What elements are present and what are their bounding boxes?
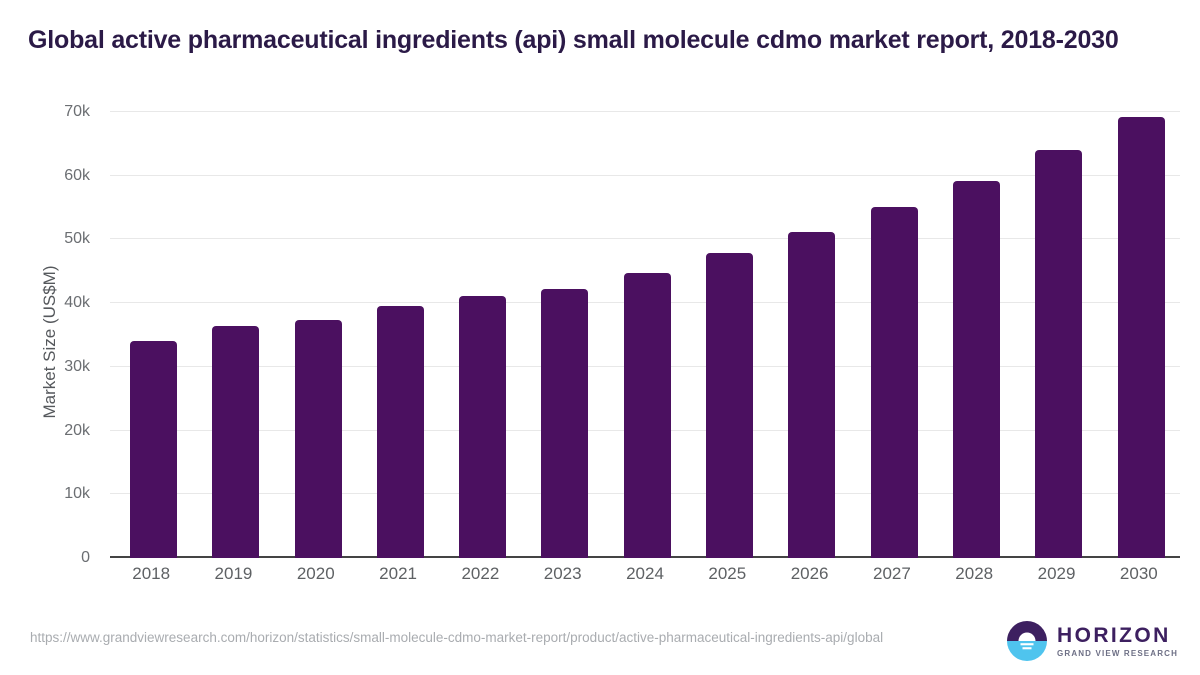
bar[interactable] [1035,150,1083,558]
bar-slot [768,112,850,558]
bar-slot [275,112,357,558]
x-tick-label: 2029 [1037,564,1076,583]
bar-slot [1015,112,1097,558]
horizon-logo: HORIZON GRAND VIEW RESEARCH [1006,618,1178,664]
y-tick-label: 30k [64,357,90,375]
bar[interactable] [294,319,342,558]
bar[interactable] [870,206,918,558]
x-tick-label: 2023 [543,564,582,583]
x-tick-label: 2026 [790,564,829,583]
bar-slot [521,112,603,558]
x-tick-label: 2022 [461,564,500,583]
gridline [110,111,1180,112]
bar-slot [357,112,439,558]
bar-slot [686,112,768,558]
y-tick-label: 50k [64,230,90,248]
x-tick-label: 2027 [873,564,911,583]
y-tick-label: 40k [64,294,90,312]
gridline [110,174,1180,176]
bar[interactable] [788,231,836,558]
bar[interactable] [130,340,177,558]
page-title: Global active pharmaceutical ingredients… [28,26,1119,54]
bar-slot [110,112,192,558]
bar[interactable] [212,326,260,558]
x-tick-label: 2024 [626,564,664,583]
x-tick-label: 2019 [214,564,253,583]
bar[interactable] [1117,117,1165,558]
x-tick-label: 2030 [1119,564,1158,583]
bar-slot [439,112,521,558]
source-url[interactable]: https://www.grandviewresearch.com/horizo… [30,630,884,645]
logo-wordmark: HORIZON [1057,623,1171,647]
gridline [110,238,1180,240]
plot-area: 0 10k 20k 30k 40k 50k 60k 70k 2018 2019 2020 2021 2… [64,103,1180,583]
bar-chart: Market Size (US$M) 0 10k 20k 30k 40k 50k 60k 70… [0,103,1200,612]
bar[interactable] [541,288,589,558]
bar-slot [851,112,933,558]
bar-slot [933,112,1015,558]
x-tick-label: 2018 [132,564,171,583]
x-tick-label: 2028 [955,564,994,583]
bar[interactable] [459,295,507,558]
horizon-sun-circle-icon [1006,620,1048,662]
y-tick-label: 0 [81,549,90,566]
bar[interactable] [952,180,1000,558]
bar[interactable] [376,305,424,558]
bar-series [110,112,1180,558]
bar[interactable] [623,273,671,558]
y-tick-label: 70k [64,103,90,120]
y-tick-label: 20k [64,421,90,439]
bar-slot [604,112,686,558]
y-tick-label: 60k [64,166,90,184]
x-tick-label: 2025 [708,564,747,583]
bar[interactable] [706,253,754,558]
y-tick-label: 10k [64,485,90,503]
x-tick-label: 2021 [379,564,417,583]
bar-slot [192,112,274,558]
logo-tagline: GRAND VIEW RESEARCH [1057,648,1178,658]
bar-slot [1098,112,1180,558]
logo-text-block: HORIZON GRAND VIEW RESEARCH [1057,625,1178,658]
x-tick-label: 2020 [296,564,335,583]
